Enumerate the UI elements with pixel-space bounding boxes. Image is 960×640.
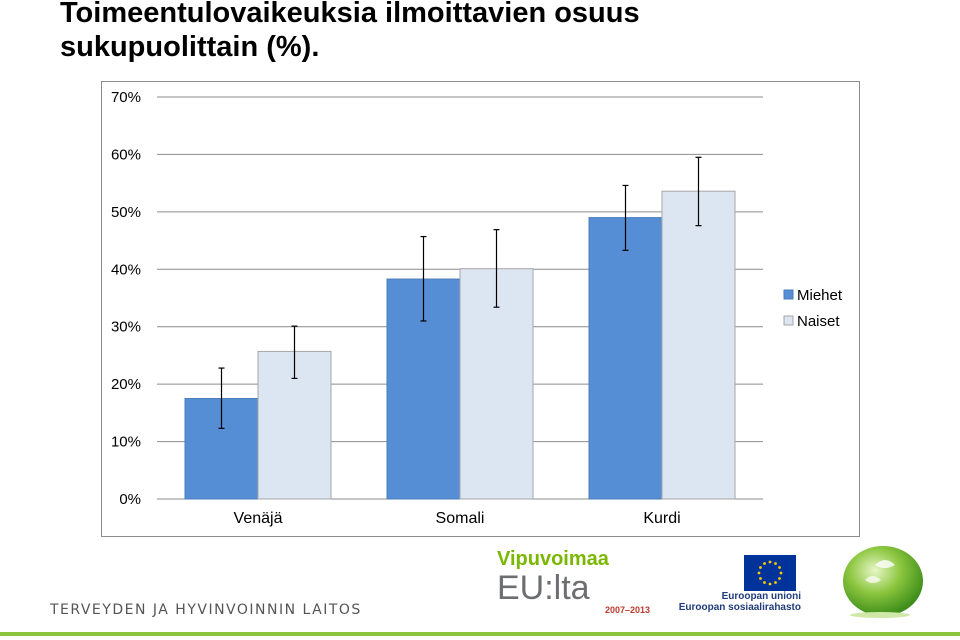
eu-star — [763, 581, 766, 584]
institute-name: TERVEYDEN JA HYVINVOINNIN LAITOS — [50, 602, 362, 618]
bar — [661, 190, 736, 500]
x-tick-label: Somali — [436, 510, 485, 527]
legend-label: Miehet — [797, 287, 843, 304]
y-tick-label: 30% — [111, 319, 141, 336]
globe-logo-icon — [835, 545, 925, 620]
eu-fund-text: Euroopan sosiaalirahasto — [678, 602, 801, 613]
chart-title: Toimeentulovaikeuksia ilmoittavien osuus… — [60, 0, 940, 64]
eulta-text: EU:lta — [497, 569, 590, 607]
vipuvoimaa-text: Vipuvoimaa — [497, 548, 609, 570]
eu-logo: Euroopan unioni Euroopan sosiaalirahasto — [676, 555, 801, 613]
eu-star — [759, 577, 762, 580]
eu-star — [768, 582, 772, 586]
eu-star — [774, 581, 777, 584]
legend-swatch — [783, 289, 794, 300]
y-tick-label: 40% — [111, 261, 141, 278]
legend-label: Naiset — [797, 313, 840, 330]
eu-flag-icon — [744, 555, 796, 591]
title-line-1: Toimeentulovaikeuksia ilmoittavien osuus — [60, 0, 640, 29]
eu-star — [778, 577, 781, 580]
eu-star — [779, 571, 783, 575]
y-tick-label: 60% — [111, 146, 141, 163]
footer-line — [0, 632, 960, 636]
y-tick-label: 20% — [111, 376, 141, 393]
vipuvoimaa-logo: Vipuvoimaa EU:lta 2007–2013 — [497, 548, 650, 615]
eu-star — [759, 566, 762, 569]
y-tick-label: 50% — [111, 204, 141, 221]
bar — [588, 217, 663, 500]
legend-swatch — [783, 315, 794, 326]
eu-star — [768, 560, 772, 564]
eu-star — [774, 562, 777, 565]
y-tick-label: 0% — [119, 491, 141, 508]
y-tick-label: 70% — [111, 89, 141, 106]
x-tick-label: Kurdi — [643, 510, 680, 527]
y-tick-label: 10% — [111, 434, 141, 451]
x-tick-label: Venäjä — [234, 510, 283, 527]
years-text: 2007–2013 — [605, 605, 651, 615]
eu-star — [757, 571, 761, 575]
eu-star — [778, 566, 781, 569]
eu-star — [763, 562, 766, 565]
eu-union-text: Euroopan unioni — [721, 591, 801, 602]
title-line-2: sukupuolittain (%). — [60, 31, 320, 63]
